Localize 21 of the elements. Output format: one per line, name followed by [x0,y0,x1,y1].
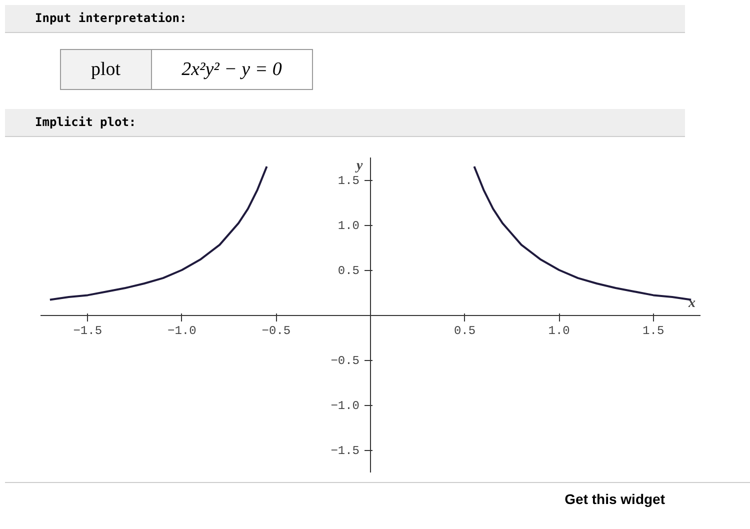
y-tick-label: 1.0 [338,219,360,233]
x-tick-label: 0.5 [454,324,476,338]
x-tick-label: 1.0 [548,324,570,338]
x-tick-label: 1.5 [642,324,664,338]
y-tick-label: −0.5 [330,354,360,368]
line-series [473,166,692,301]
x-tick-label: −0.5 [262,324,291,338]
y-tick-label: 0.5 [338,264,360,278]
y-tick-label: 1.5 [338,174,360,188]
x-tick-label: −1.5 [73,324,102,338]
text: plot [60,50,152,90]
y-tick-label: −1.5 [330,444,360,458]
line-series [48,166,268,301]
text: 2x²y² − y = 0 [151,50,312,90]
text: Input interpretation: [5,5,685,34]
x-tick-label: −1.0 [168,324,196,338]
y-tick-label: −1.0 [330,399,360,413]
chart-title: Implicit plot: [5,109,685,138]
y-axis-title: y [354,158,364,174]
text: Get this widget [564,491,665,507]
x-axis-title: x [688,296,696,311]
